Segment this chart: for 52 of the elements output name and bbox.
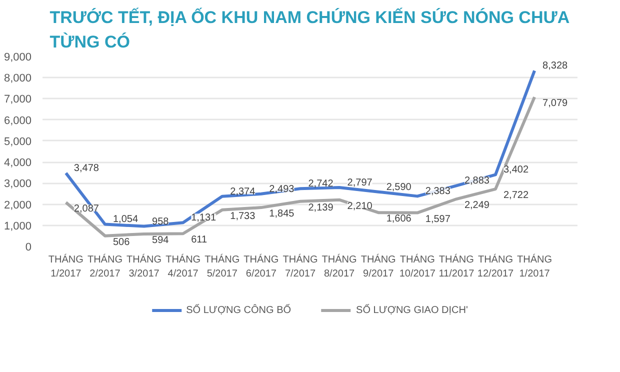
y-tick-label: 5,000	[4, 136, 32, 148]
data-label: 594	[152, 234, 170, 246]
data-label: 2,249	[464, 200, 490, 212]
x-tick-label: THÁNG 1/2017	[48, 254, 84, 280]
data-label: 2,797	[347, 177, 373, 188]
x-tick-label: THÁNG 11/2017	[438, 254, 475, 280]
data-label: 3,478	[74, 163, 100, 174]
x-tick-label: THÁNG 7/2017	[282, 254, 318, 280]
chart-title: TRƯỚC TẾT, ĐỊA ỐC KHU NAM CHỨNG KIẾN SỨC NÓNG CHƯA TỪNG CÓ	[50, 6, 570, 52]
x-tick-label: THÁNG 10/2017	[399, 254, 436, 280]
data-label: 958	[152, 216, 170, 228]
y-tick-label: 4,000	[4, 157, 32, 170]
data-label: 2,210	[347, 200, 373, 212]
x-tick-label: THÁNG 3/2017	[126, 254, 162, 280]
y-tick-label: 8,000	[4, 72, 32, 85]
data-label: 2,590	[386, 182, 412, 193]
y-tick-label: 2,000	[4, 199, 32, 212]
data-label: 506	[112, 236, 130, 248]
line-series	[64, 96, 536, 238]
x-tick-label: THÁNG 2/2017	[87, 254, 123, 280]
x-tick-label: THÁNG 6/2017	[244, 254, 279, 280]
data-label: 3,402	[503, 164, 529, 176]
data-label: 2,883	[464, 176, 490, 187]
y-tick-label: 3,000	[4, 178, 32, 190]
data-label: 2,493	[269, 184, 295, 195]
legend-label: SỐ LƯỢNG CÔNG BỐ	[186, 304, 292, 316]
data-label: 8,328	[542, 60, 568, 72]
data-label: 1,131	[191, 212, 217, 224]
y-tick-label: 9,000	[4, 52, 32, 64]
y-tick-label: 0	[25, 242, 32, 254]
y-tick-label: 1,000	[4, 220, 32, 232]
data-label: 1,054	[112, 214, 138, 226]
data-label: 2,383	[425, 186, 451, 198]
x-tick-label: THÁNG 12/2017	[477, 254, 514, 280]
x-tick-label: THÁNG 4/2017	[166, 254, 201, 280]
y-tick-label: 6,000	[4, 114, 32, 127]
data-label: 2,139	[308, 202, 334, 214]
data-label: 1,733	[230, 210, 256, 222]
data-label: 2,722	[503, 190, 529, 202]
legend-label: SỐ LƯỢNG GIAO DỊCH'	[356, 304, 468, 316]
data-label: 2,087	[74, 203, 100, 214]
x-tick-label: THÁNG 9/2017	[360, 254, 396, 280]
line-series	[64, 69, 536, 228]
x-tick-label: THÁNG 8/2017	[322, 254, 358, 280]
data-label: 1,845	[269, 208, 295, 220]
data-label: 1,606	[386, 214, 412, 225]
y-tick-label: 7,000	[4, 94, 32, 106]
x-tick-label: THÁNG 1/2017	[517, 254, 552, 280]
data-label: 1,597	[425, 214, 451, 225]
x-tick-label: THÁNG 5/2017	[204, 254, 240, 280]
data-label: 7,079	[542, 98, 568, 110]
data-label: 611	[191, 234, 208, 246]
